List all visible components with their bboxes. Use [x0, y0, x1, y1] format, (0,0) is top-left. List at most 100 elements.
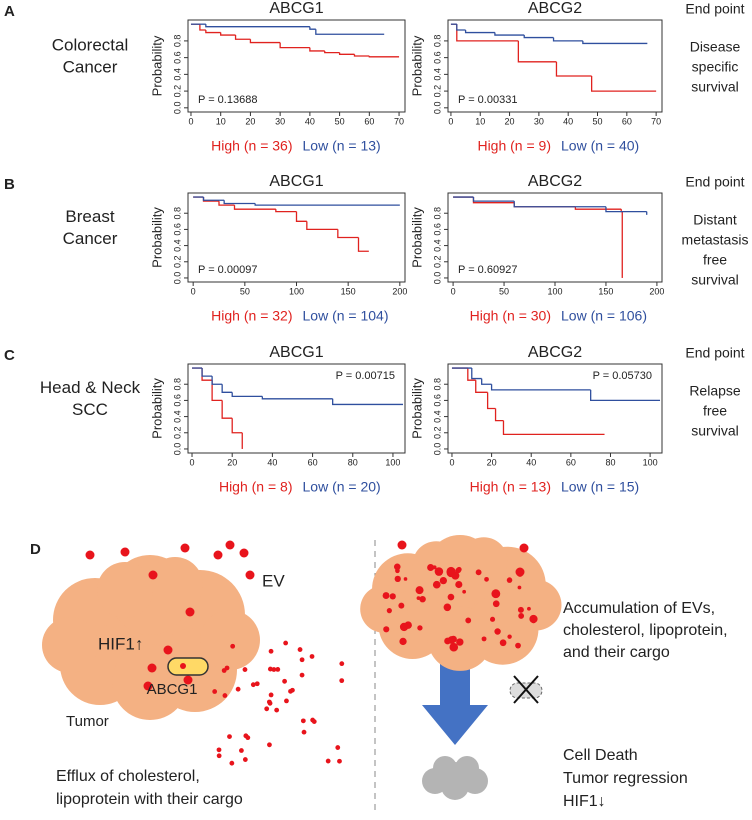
- survival-step: [552, 37, 583, 42]
- panel-letter: B: [4, 176, 15, 193]
- plot-frame: [187, 363, 406, 454]
- endpoint: Distant: [693, 212, 737, 228]
- ev-dot: [447, 593, 455, 601]
- survival-step: [254, 203, 400, 206]
- y-tick-label: 0.8: [172, 207, 182, 220]
- plot-frame: [447, 19, 663, 113]
- survival-step: [582, 40, 648, 45]
- outcome-text: Cell Death: [563, 747, 638, 764]
- x-tick-label: 50: [240, 286, 250, 296]
- ev-dot: [432, 580, 441, 589]
- y-tick-label: 0.6: [432, 394, 442, 407]
- tumor-blob: [200, 610, 260, 670]
- p-value: P = 0.00715: [336, 370, 395, 382]
- ev-dot: [254, 681, 260, 687]
- survival-step: [249, 39, 281, 44]
- ev-dot: [268, 648, 274, 654]
- endpoint: survival: [691, 79, 738, 95]
- ev-dot: [337, 758, 342, 764]
- y-tick-label: 0.6: [432, 51, 442, 64]
- ev-dot: [266, 699, 272, 705]
- y-tick-label: 0.6: [172, 223, 182, 236]
- survival-step: [211, 380, 223, 402]
- y-tick-label: 0.4: [172, 410, 182, 423]
- survival-step: [494, 32, 525, 36]
- tumor-blob: [42, 617, 98, 673]
- survival-step: [202, 197, 225, 201]
- survival-step: [605, 206, 647, 213]
- survival-step: [523, 35, 554, 39]
- ev-dot: [449, 642, 459, 652]
- survival-step: [464, 30, 495, 34]
- survival-step: [199, 24, 206, 31]
- x-tick-label: 0: [191, 286, 196, 296]
- survival-step: [306, 221, 338, 231]
- ev-dot: [393, 563, 401, 571]
- ev-dot: [264, 706, 270, 712]
- ev-dot: [239, 548, 249, 558]
- survival-step: [490, 384, 591, 391]
- accumulation-text: Accumulation of EVs,: [563, 600, 715, 617]
- ev-dot: [242, 757, 248, 762]
- ev-dot: [398, 602, 405, 609]
- tumor-blob: [147, 557, 203, 613]
- ev-dot: [494, 628, 501, 635]
- x-tick-label: 30: [275, 116, 285, 126]
- legend-entry: Low (n = 15): [561, 479, 639, 495]
- ev-dot: [242, 667, 248, 672]
- survival-step: [234, 35, 251, 40]
- x-tick-label: 70: [394, 116, 404, 126]
- ev-dot: [456, 638, 464, 646]
- ev-dot: [245, 570, 255, 580]
- ev-dot: [519, 543, 529, 553]
- x-tick-label: 80: [605, 457, 615, 467]
- survival-step: [233, 205, 276, 210]
- tumor-label: Tumor: [66, 713, 109, 730]
- endpoint: metastasis: [682, 232, 749, 248]
- y-tick-label: 0.4: [432, 68, 442, 81]
- y-tick-label: 0.8: [172, 378, 182, 391]
- ev-dot: [444, 637, 451, 645]
- row-label: SCC: [72, 400, 108, 419]
- ev-dot: [299, 672, 305, 678]
- survival-step: [221, 384, 233, 393]
- chart-title: ABCG2: [528, 173, 582, 190]
- endpoint-header: End point: [685, 345, 744, 361]
- ev-dot: [518, 613, 525, 619]
- survival-step: [502, 420, 605, 436]
- ev-dot: [230, 643, 236, 649]
- ev-dot: [284, 698, 289, 704]
- survival-step: [590, 389, 661, 402]
- endpoint: free: [703, 403, 727, 419]
- ev-dot: [213, 550, 223, 560]
- chart-title: ABCG2: [528, 344, 582, 361]
- survival-step: [517, 40, 557, 63]
- ev-dot: [297, 647, 303, 652]
- x-tick-label: 80: [348, 457, 358, 467]
- x-tick-label: 60: [622, 116, 632, 126]
- tumor-blob: [412, 541, 461, 589]
- ev-dot: [212, 689, 218, 694]
- survival-step: [338, 52, 355, 55]
- x-tick-label: 40: [563, 116, 573, 126]
- ev-dot: [399, 622, 409, 632]
- ev-dot: [283, 640, 289, 646]
- ev-dot: [517, 570, 523, 577]
- y-tick-label: 0.0: [432, 272, 442, 285]
- x-tick-label: 40: [267, 457, 277, 467]
- x-tick-label: 0: [451, 286, 456, 296]
- y-tick-label: 0.0: [172, 443, 182, 456]
- ev-dot: [415, 586, 424, 595]
- x-tick-label: 60: [308, 457, 318, 467]
- legend-entry: High (n = 30): [470, 308, 551, 324]
- transporter: [167, 657, 209, 676]
- ev-dot: [239, 748, 244, 753]
- ev-dot: [455, 567, 462, 574]
- x-tick-label: 50: [335, 116, 345, 126]
- y-tick-label: 0.0: [172, 272, 182, 285]
- ev-dot: [216, 747, 222, 753]
- ev-dot: [517, 585, 522, 590]
- survival-step: [353, 54, 370, 57]
- x-tick-label: 0: [188, 116, 193, 126]
- x-tick-label: 30: [534, 116, 544, 126]
